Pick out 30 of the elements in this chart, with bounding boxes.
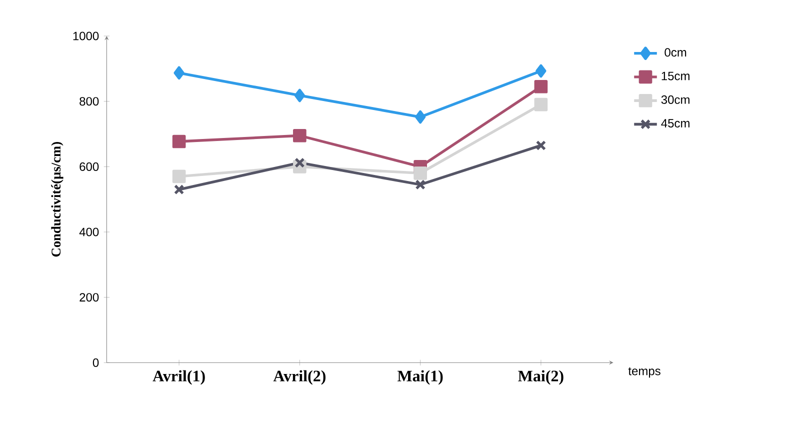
point (534, 80, 548, 94)
y-tick-label: 1000 (73, 32, 99, 40)
point (294, 88, 306, 102)
y-axis-title: Conductivité(µs/cm) (51, 142, 64, 257)
y-tick-label: 0 (92, 358, 99, 367)
legend-label: 0cm (664, 48, 686, 57)
point (174, 66, 184, 80)
point (293, 128, 306, 142)
y-tick-label: 200 (80, 293, 99, 302)
x-tick-label: Mai(2) (518, 370, 564, 385)
legend-label: 45cm (661, 119, 690, 128)
point (414, 110, 426, 124)
point (534, 98, 548, 112)
x-tick-label: Avril(1) (152, 370, 205, 385)
x-tick-label: Mai(1) (397, 370, 443, 385)
point (536, 64, 546, 78)
point (415, 180, 426, 190)
point (174, 184, 184, 195)
y-tick-label: 400 (79, 228, 99, 236)
legend-label: 30cm (661, 95, 690, 104)
point (536, 140, 546, 151)
legend-label: 15cm (662, 72, 690, 80)
y-tick-label: 800 (80, 97, 99, 106)
point (414, 166, 427, 180)
point (172, 170, 186, 184)
x-axis-title: temps (628, 367, 660, 378)
y-tick-label: 600 (80, 162, 99, 171)
point (172, 134, 186, 148)
point (294, 158, 305, 168)
x-tick-label: Avril(2) (273, 370, 326, 385)
